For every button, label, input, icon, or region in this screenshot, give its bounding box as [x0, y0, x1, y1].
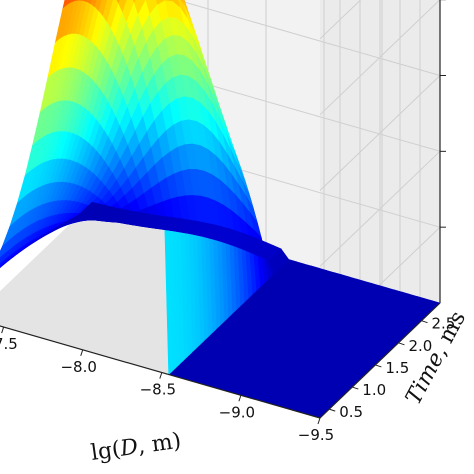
y-axis-line	[319, 302, 441, 419]
surface-mesh	[0, 0, 441, 419]
y-tick-mark	[329, 408, 336, 412]
x-tick-label: −9.0	[219, 403, 255, 421]
y-tick-label: 1.5	[385, 359, 409, 377]
x-axis-label: lg(D, m)	[89, 429, 182, 466]
y-tick-label: 2.5	[432, 315, 456, 333]
y-tick-label: 2.0	[409, 337, 433, 355]
x-tick-label: −8.0	[60, 358, 96, 376]
x-tick-label: −8.5	[140, 381, 176, 399]
x-tick-mark	[317, 417, 321, 425]
x-tick-label: −7.5	[0, 335, 18, 353]
x-axis-label-suffix: , m)	[136, 429, 182, 460]
x-tick-labels: −7.5 −8.0 −8.5 −9.0 −9.5	[0, 326, 334, 444]
y-tick-labels: 0.5 1.0 1.52.0 2.5	[329, 315, 456, 421]
y-tick-mark	[421, 320, 428, 324]
y-tick-mark	[375, 364, 382, 368]
y-tick-label: 1.0	[362, 381, 386, 399]
y-axis-label-var: Time	[401, 348, 449, 409]
x-tick-mark	[159, 372, 163, 379]
x-tick-mark	[1, 326, 5, 334]
x-axis-label-var: D	[118, 435, 140, 462]
y-tick-label: 0.5	[339, 403, 363, 421]
y-tick-mark	[352, 386, 359, 390]
x-tick-mark	[80, 349, 84, 356]
surface-cell	[87, 201, 101, 209]
z-tick-marks	[440, 0, 446, 228]
y-tick-mark	[398, 342, 405, 346]
x-axis-label-prefix: lg(	[89, 437, 122, 466]
x-tick-mark	[238, 395, 242, 402]
x-tick-label: −9.5	[298, 426, 334, 444]
x-axis-line	[0, 325, 321, 419]
